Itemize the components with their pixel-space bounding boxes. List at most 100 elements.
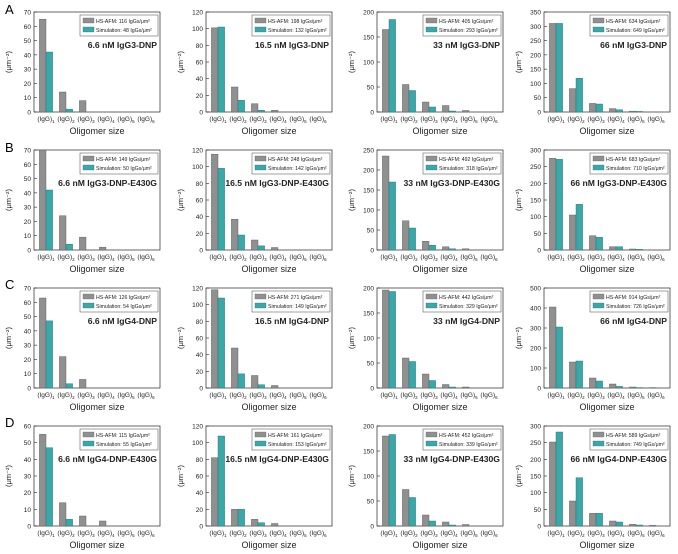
y-tick-label: 100 xyxy=(363,474,374,481)
x-tick-label: (IgG)4 xyxy=(607,254,625,262)
x-tick-label: (IgG)3 xyxy=(77,530,95,538)
panel-title: 16.5 nM IgG4-DNP-E430G xyxy=(225,454,329,464)
bar-afm xyxy=(59,502,67,527)
bar-afm xyxy=(589,377,597,389)
y-axis-label: (μm⁻²) xyxy=(347,188,356,211)
bar-simulation xyxy=(595,380,603,389)
bar-simulation xyxy=(615,109,623,113)
bar-afm xyxy=(251,103,259,113)
bar-afm xyxy=(382,289,390,389)
y-tick-label: 0 xyxy=(27,110,31,117)
bar-afm xyxy=(629,386,637,389)
bar-simulation xyxy=(217,297,225,389)
bar-simulation xyxy=(635,524,643,527)
legend-swatch-afm xyxy=(254,155,267,162)
y-tick-label: 100 xyxy=(192,302,203,309)
legend-simulation-label: Simulation: 54 IgGs/μm² xyxy=(96,304,152,310)
legend-box xyxy=(251,152,331,175)
y-tick-label: 250 xyxy=(530,38,541,45)
legend-swatch-afm xyxy=(592,155,605,162)
bar-afm xyxy=(609,246,617,251)
bar-afm xyxy=(231,509,239,527)
bar-afm xyxy=(462,248,470,251)
x-tick-label: (IgG)5 xyxy=(460,116,478,124)
bar-simulation xyxy=(555,23,563,113)
x-tick-label: (IgG)3 xyxy=(77,116,95,124)
bar-afm xyxy=(549,441,557,527)
bar-simulation xyxy=(575,477,583,527)
bar-simulation xyxy=(555,431,563,527)
bar-afm xyxy=(211,457,219,527)
bar-afm xyxy=(422,373,430,389)
legend-afm-label: HS-AFM: 405 IgGs/μm² xyxy=(439,19,494,25)
x-tick-label: (IgG)1 xyxy=(547,392,565,400)
y-axis-label: (μm⁻²) xyxy=(514,464,523,487)
y-tick-label: 10 xyxy=(24,95,32,102)
y-tick-label: 100 xyxy=(192,440,203,447)
panel-title: 16.5 nM IgG4-DNP xyxy=(255,316,329,326)
legend-swatch-simulation xyxy=(592,164,605,171)
panel-title: 33 nM IgG4-DNP-E430G xyxy=(404,454,501,464)
x-tick-label: (IgG)3 xyxy=(77,392,95,400)
y-tick-label: 200 xyxy=(530,346,541,353)
y-axis-label: (μm⁻²) xyxy=(176,326,185,349)
plot-frame xyxy=(33,11,161,113)
y-tick-label: 150 xyxy=(363,311,374,318)
y-tick-label: 40 xyxy=(196,352,204,359)
bar-afm xyxy=(549,158,557,251)
legend-swatch-simulation xyxy=(425,440,438,447)
bar-simulation xyxy=(408,497,416,527)
x-axis-label: Oligomer size xyxy=(412,540,467,550)
bar-simulation xyxy=(388,181,396,251)
x-tick-label: (IgG)2 xyxy=(567,392,585,400)
bar-simulation xyxy=(635,249,643,251)
bar-afm xyxy=(79,236,87,251)
row-label-c: C xyxy=(5,277,15,292)
x-axis-label: Oligomer size xyxy=(241,264,296,274)
bar-afm xyxy=(39,434,47,527)
bar-simulation xyxy=(388,291,396,389)
legend-afm-label: HS-AFM: 161 IgGs/μm² xyxy=(268,433,323,439)
y-tick-label: 200 xyxy=(530,181,541,188)
legend-box xyxy=(422,290,502,313)
bar-afm xyxy=(589,513,597,527)
legend-simulation-label: Simulation: 329 IgGs/μm² xyxy=(439,304,498,310)
legend-box xyxy=(251,428,331,451)
legend-simulation-label: Simulation: 153 IgGs/μm² xyxy=(268,442,327,448)
legend-afm-label: HS-AFM: 271 IgGs/μm² xyxy=(268,295,323,301)
y-tick-label: 40 xyxy=(24,328,32,335)
x-tick-label: (IgG)5 xyxy=(627,392,645,400)
legend-afm-label: HS-AFM: 115 IgGs/μm² xyxy=(96,433,150,439)
x-tick-label: (IgG)1 xyxy=(547,116,565,124)
x-tick-label: (IgG)4 xyxy=(97,116,115,124)
bar-simulation xyxy=(45,320,53,389)
bar-afm xyxy=(39,297,47,389)
y-tick-label: 10 xyxy=(24,233,32,240)
legend-box xyxy=(422,14,502,37)
y-tick-label: 0 xyxy=(537,248,541,255)
legend-swatch-simulation xyxy=(254,26,267,33)
bar-afm xyxy=(39,18,47,113)
bar-afm xyxy=(569,88,577,113)
bar-simulation xyxy=(257,110,265,113)
y-tick-label: 30 xyxy=(24,205,32,212)
y-tick-label: 100 xyxy=(530,214,541,221)
y-tick-label: 200 xyxy=(363,168,374,175)
legend-box xyxy=(251,14,331,37)
x-tick-label: (IgG)1 xyxy=(209,254,227,262)
bar-simulation xyxy=(615,386,623,389)
legend-box xyxy=(79,14,159,37)
bar-afm xyxy=(211,153,219,251)
x-tick-label: (IgG)1 xyxy=(547,530,565,538)
bar-simulation xyxy=(408,227,416,251)
legend-swatch-afm xyxy=(82,155,95,162)
y-axis-label: (μm⁻²) xyxy=(347,464,356,487)
legend-afm-label: HS-AFM: 442 IgGs/μm² xyxy=(439,295,494,301)
y-tick-label: 120 xyxy=(192,10,203,17)
y-tick-label: 60 xyxy=(196,60,204,67)
x-tick-label: (IgG)1 xyxy=(380,116,398,124)
